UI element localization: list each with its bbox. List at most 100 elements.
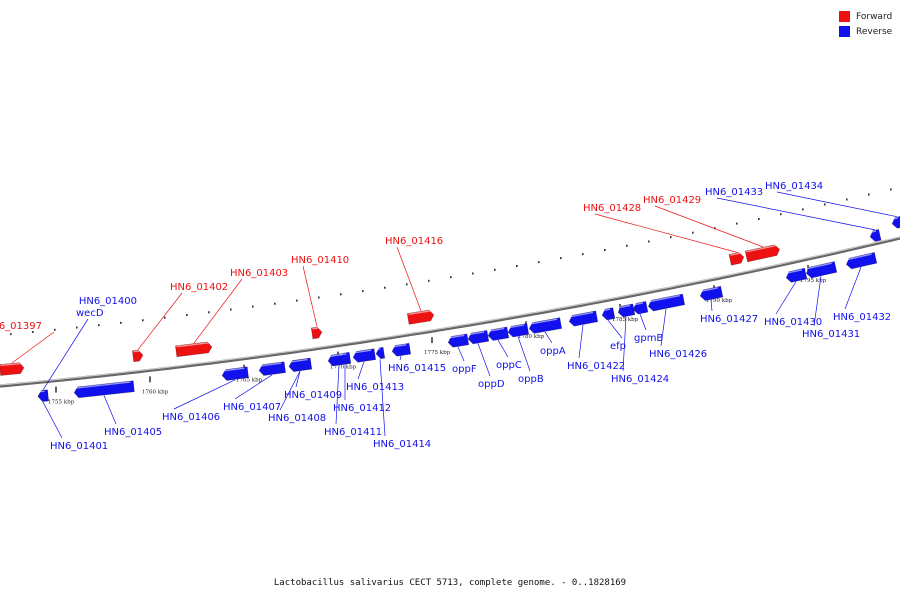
leader-efp — [607, 319, 623, 339]
guide-dot — [384, 286, 386, 289]
leader-hn6-01432 — [844, 266, 862, 310]
scale-tick-label: 1775 kbp — [424, 350, 451, 356]
gene-label-hn6-01411: HN6_01411 — [324, 427, 382, 438]
gene-label-hn6-01426: HN6_01426 — [649, 349, 707, 360]
gene-label-efp: efp — [610, 341, 626, 352]
gene-label-hn6-01424: HN6_01424 — [611, 374, 669, 385]
gene-shine-hn6-01431 — [806, 262, 832, 270]
gene-label-oppc: oppC — [496, 360, 522, 371]
gene-label-oppb: oppB — [518, 374, 544, 385]
leader-hn6-01422 — [578, 324, 584, 359]
gene-label-hn6-01416: HN6_01416 — [385, 236, 443, 247]
gene-shine-hn6-01426 — [648, 294, 680, 303]
gene-label-hn6-01401: HN6_01401 — [50, 441, 108, 452]
gene-shine-hn6-01403 — [176, 342, 209, 348]
guide-dot — [890, 188, 892, 191]
gene-oppa — [528, 317, 563, 334]
leader-hn6-01434 — [776, 191, 898, 218]
guide-dot — [626, 244, 628, 247]
leader-hn6-01413 — [357, 361, 365, 380]
leader-hn6-01402 — [137, 292, 183, 350]
guide-dot — [208, 311, 210, 314]
guide-dot — [780, 213, 782, 216]
gene-hn6-01431 — [806, 261, 838, 279]
guide-dot — [230, 308, 232, 311]
gene-hn6-01432 — [846, 252, 878, 270]
gene-label-hn6-01431: HN6_01431 — [802, 329, 860, 340]
gene-label-hn6-01408: HN6_01408 — [268, 413, 326, 424]
guide-dot — [560, 257, 562, 260]
gene-shine-hn6-01413 — [353, 349, 372, 354]
leader-hn6-01416 — [396, 246, 422, 312]
guide-dot — [582, 253, 584, 256]
leader-hn6-01427 — [710, 299, 713, 312]
scale-tick-label: 1795 kbp — [800, 278, 827, 284]
gene-shine-hn6-01432 — [846, 253, 872, 261]
guide-dot — [98, 324, 100, 327]
gene-shine-hn6-01401 — [38, 390, 45, 393]
leader-gpmb — [639, 313, 647, 331]
scale-tick-label: 1770 kbp — [330, 365, 357, 371]
leader-hn6-01405 — [103, 395, 117, 425]
leader-hn6-01430 — [775, 281, 797, 315]
gene-hn6-01410 — [310, 326, 323, 340]
genome-backbone-highlight — [0, 236, 900, 386]
scale-tick-label: 1755 kbp — [48, 400, 75, 406]
gene-label-gpmb: gpmB — [634, 333, 663, 344]
guide-dot — [318, 296, 320, 299]
guide-dot — [296, 299, 298, 302]
scale-tick-label: 1760 kbp — [142, 389, 169, 395]
gene-shine-efp — [602, 308, 611, 312]
scale-tick-label: 1765 kbp — [236, 378, 263, 384]
gene-shine-hn6-01427 — [700, 287, 719, 293]
gene-label-oppd: oppD — [478, 379, 505, 390]
legend: Forward Reverse — [839, 9, 892, 39]
genome-backbone — [0, 236, 900, 388]
legend-item-forward: Forward — [839, 9, 892, 24]
gene-label-hn6-01409: HN6_01409 — [284, 390, 342, 401]
guide-dot — [714, 227, 716, 230]
gene-label-hn6-01405: HN6_01405 — [104, 427, 162, 438]
scale-tick-label: 1785 kbp — [612, 317, 639, 323]
gene-hn6-01426 — [647, 293, 686, 312]
gene-label-hn6-01414: HN6_01414 — [373, 439, 431, 450]
gene-label-hn6-01434: HN6_01434 — [765, 181, 823, 192]
gene-hn6-01422 — [568, 310, 599, 327]
gene-hn6-01429 — [744, 244, 780, 263]
leader-hn6-01406 — [173, 379, 236, 410]
gene-label-oppf: oppF — [452, 364, 477, 375]
guide-dot — [10, 333, 12, 336]
leader-hn6-01414 — [379, 359, 386, 437]
guide-dot — [692, 231, 694, 234]
guide-dot — [428, 279, 430, 282]
leader-hn6-01411 — [335, 365, 340, 425]
gene-label-hn6-01400: HN6_01400 — [79, 296, 137, 307]
leader-hn6-01429 — [654, 205, 764, 248]
guide-dot — [406, 283, 408, 286]
reverse-label: Reverse — [856, 26, 893, 37]
forward-swatch — [839, 11, 850, 22]
leader-hn6-01397 — [11, 331, 55, 364]
gene-shine-oppc — [488, 327, 505, 332]
gene-label-hn6-01427: HN6_01427 — [700, 314, 758, 325]
leader-oppa — [544, 331, 553, 344]
leader-hn6-01431 — [813, 276, 822, 327]
guide-dot — [868, 193, 870, 196]
leader-oppc — [497, 339, 509, 358]
gene-label-oppa: oppA — [540, 346, 566, 357]
gene-hn6-01403 — [175, 341, 213, 358]
gene-shine-hn6-01434 — [891, 217, 899, 220]
reverse-swatch — [839, 26, 850, 37]
gene-shine-hn6-01422 — [569, 311, 594, 318]
forward-label: Forward — [856, 11, 893, 22]
gene-label-hn6-01433: HN6_01433 — [705, 187, 763, 198]
leader-hn6-01424 — [622, 316, 627, 372]
gene-hn6-01401 — [37, 389, 49, 402]
gene-label-wecd: wecD — [76, 308, 104, 319]
leader-hn6-01433 — [716, 197, 876, 231]
gene-shine-hn6-01406 — [222, 367, 245, 372]
guide-dot — [142, 319, 144, 322]
leader-hn6-01407 — [234, 374, 273, 400]
gene-shine-hn6-01407 — [259, 362, 282, 367]
